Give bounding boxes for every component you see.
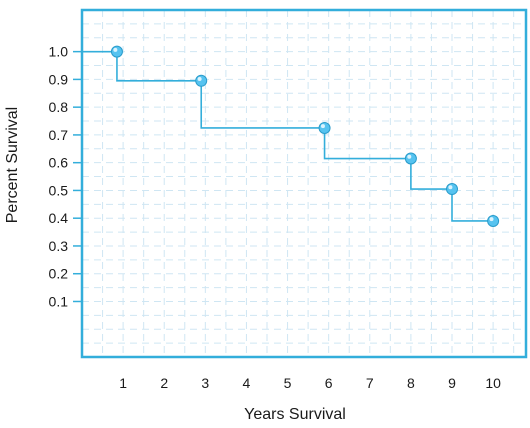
- y-tick-label: 0.8: [49, 99, 69, 115]
- data-points: [110, 45, 500, 227]
- data-point: [446, 183, 458, 196]
- data-point: [404, 152, 417, 165]
- x-tick-label: 7: [366, 375, 374, 391]
- x-tick-label: 9: [448, 375, 456, 391]
- x-tick-label: 1: [119, 375, 127, 391]
- tick-labels: 1 2 3 4 5 6 7 8 9 10 0.1 0.2 0.3 0.4 0.5 0.6 0.7 0.8 0.9 1.…: [49, 44, 502, 391]
- y-tick-label: 0.7: [49, 127, 69, 143]
- x-tick-label: 8: [407, 375, 415, 391]
- x-tick-label: 4: [243, 375, 251, 391]
- y-tick-label: 0.9: [49, 71, 69, 87]
- y-tick-label: 1.0: [49, 44, 69, 60]
- data-point: [318, 121, 331, 134]
- data-point: [487, 214, 500, 227]
- x-tick-label: 6: [325, 375, 333, 391]
- data-point: [195, 74, 208, 87]
- plot-frame: [80, 8, 528, 359]
- y-tick-label: 0.5: [49, 182, 69, 198]
- y-tick-label: 0.6: [49, 155, 69, 171]
- x-tick-label: 3: [201, 375, 209, 391]
- y-tick-label: 0.1: [49, 293, 69, 309]
- x-tick-label: 5: [284, 375, 292, 391]
- y-tick-label: 0.2: [49, 266, 69, 282]
- grid: [82, 10, 526, 357]
- data-point: [110, 45, 123, 58]
- x-axis-label: Years Survival: [244, 406, 346, 423]
- x-tick-label: 2: [160, 375, 168, 391]
- y-axis-label: Percent Survival: [4, 107, 21, 224]
- y-tick-label: 0.4: [49, 210, 69, 226]
- x-tick-label: 10: [485, 375, 501, 391]
- y-tick-label: 0.3: [49, 238, 69, 254]
